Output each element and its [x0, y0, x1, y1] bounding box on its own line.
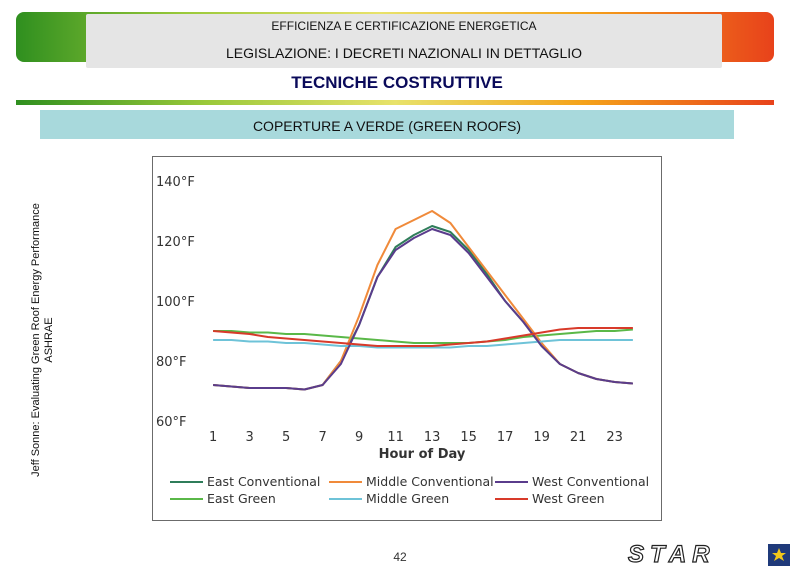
- x-tick-label: 7: [318, 430, 326, 445]
- star-logo-text: STAR: [628, 542, 716, 567]
- x-tick-label: 3: [245, 430, 253, 445]
- x-tick-label: 13: [424, 430, 441, 445]
- star-icon: [772, 548, 786, 561]
- chart-frame: [152, 156, 662, 521]
- x-tick-label: 15: [460, 430, 477, 445]
- legend-label: Middle Conventional: [366, 474, 494, 489]
- source-publisher: ASHRAE: [43, 317, 55, 363]
- header-panel: [86, 14, 722, 68]
- section-heading: TECNICHE COSTRUTTIVE: [291, 73, 503, 92]
- legend-label: East Conventional: [207, 474, 320, 489]
- x-tick-label: 11: [387, 430, 404, 445]
- y-tick-label: 140°F: [156, 175, 195, 190]
- legend-label: West Green: [532, 491, 605, 506]
- legend-label: West Conventional: [532, 474, 649, 489]
- series-line: [213, 228, 633, 391]
- header-subtitle: LEGISLAZIONE: I DECRETI NAZIONALI IN DET…: [225, 45, 583, 61]
- slide-subtitle-bar: COPERTURE A VERDE (GREEN ROOFS): [40, 110, 734, 139]
- y-tick-label: 120°F: [156, 235, 195, 250]
- series-line: [213, 328, 633, 344]
- series-line: [213, 327, 633, 347]
- y-tick-label: 60°F: [156, 415, 187, 430]
- legend-label: Middle Green: [366, 491, 449, 506]
- x-tick-label: 23: [606, 430, 623, 445]
- x-tick-label: 5: [282, 430, 290, 445]
- x-tick-label: 1: [209, 430, 217, 445]
- page-number: 42: [393, 550, 407, 564]
- x-tick-label: 17: [497, 430, 514, 445]
- source-caption: Jeff Sonne: Evaluating Green Roof Energy…: [30, 170, 75, 510]
- x-tick-label: 21: [570, 430, 587, 445]
- legend-label: East Green: [207, 491, 276, 506]
- header-title: EFFICIENZA E CERTIFICAZIONE ENERGETICA: [271, 19, 537, 33]
- x-tick-label: 9: [355, 430, 363, 445]
- y-tick-label: 80°F: [156, 355, 187, 370]
- x-tick-label: 19: [533, 430, 550, 445]
- chart-image: 140°F 120°F 100°F 80°F 60°F 1 3 5 7 9 11 13 15 17 19 21…: [152, 156, 662, 521]
- star-logo: STAR: [620, 540, 794, 569]
- slide-subtitle: COPERTURE A VERDE (GREEN ROOFS): [252, 118, 522, 134]
- gradient-divider: [16, 100, 774, 105]
- series-line: [213, 339, 633, 349]
- source-author-title: Jeff Sonne: Evaluating Green Roof Energy…: [30, 203, 42, 477]
- y-tick-label: 100°F: [156, 295, 195, 310]
- x-axis-title: Hour of Day: [379, 447, 466, 462]
